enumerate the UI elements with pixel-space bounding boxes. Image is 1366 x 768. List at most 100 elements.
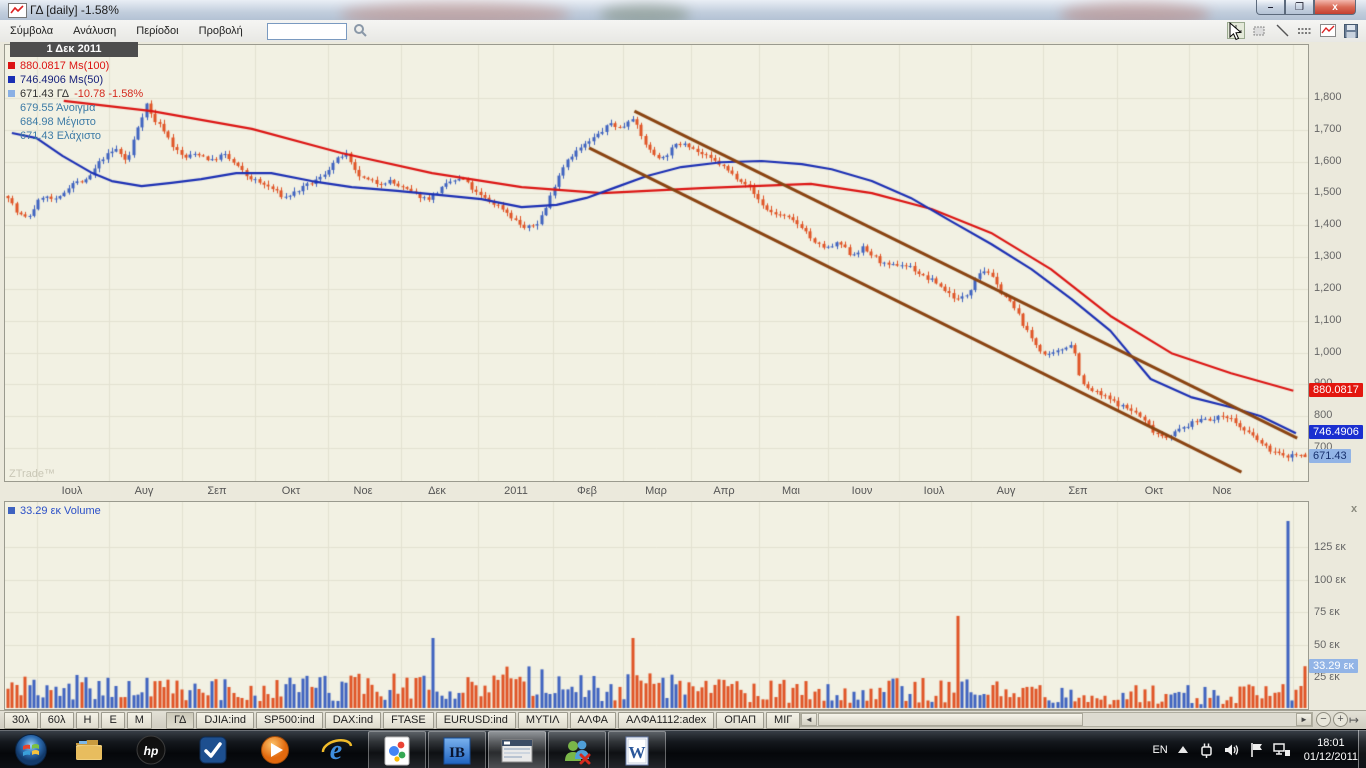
menu-items: Σύμβολα Ανάλυση Περίοδοι Προβολή bbox=[0, 22, 253, 40]
tab-symbol-ΜΥΤΙΛ[interactable]: ΜΥΤΙΛ bbox=[517, 711, 568, 729]
volume-tick: 25 εκ bbox=[1314, 671, 1340, 683]
word-button[interactable]: W bbox=[608, 731, 666, 768]
scroll-right-icon[interactable]: ► bbox=[1296, 713, 1312, 726]
price-tick: 1,400 bbox=[1314, 218, 1342, 231]
tab-symbol-ΜΙΓ[interactable]: ΜΙΓ bbox=[766, 711, 801, 729]
clock-time: 18:01 bbox=[1317, 736, 1345, 749]
x-axis-label: Μαι bbox=[782, 485, 800, 497]
ztrade-app-button[interactable] bbox=[488, 731, 546, 768]
chart-type-tool-icon[interactable] bbox=[1319, 22, 1337, 39]
tab-symbol-EURUSD:ind[interactable]: EURUSD:ind bbox=[435, 711, 516, 729]
glass-reflection bbox=[1060, 2, 1210, 20]
google-app-button[interactable] bbox=[368, 731, 426, 768]
tab-symbol-SP500:ind[interactable]: SP500:ind bbox=[255, 711, 323, 729]
system-tray: EN 18:01 01/12/2011 bbox=[1152, 730, 1358, 768]
restore-button[interactable]: ❐ bbox=[1285, 0, 1314, 15]
x-axis-label: Ιουλ bbox=[61, 485, 83, 497]
mouse-cursor bbox=[1229, 22, 1243, 41]
tab-symbol-ΑΛΦΑ[interactable]: ΑΛΦΑ bbox=[569, 711, 617, 729]
legend-ma100: 880.0817 Ms(100) bbox=[8, 59, 109, 72]
x-axis-label: Νοε bbox=[353, 485, 373, 497]
menu-2[interactable]: Ανάλυση bbox=[73, 25, 117, 37]
close-button[interactable]: x bbox=[1314, 0, 1356, 15]
crosshair-date-tooltip: 1 Δεκ 2011 bbox=[10, 42, 138, 57]
price-tick: 1,700 bbox=[1314, 122, 1342, 135]
price-tick: 1,500 bbox=[1314, 186, 1342, 199]
last-price-tag: 746.4906 bbox=[1309, 425, 1363, 440]
measure-tool-icon[interactable] bbox=[1296, 22, 1314, 39]
menu-bar: Σύμβολα Ανάλυση Περίοδοι Προβολή bbox=[0, 20, 1366, 43]
region-tool-icon[interactable] bbox=[1250, 22, 1268, 39]
messenger-button[interactable] bbox=[548, 731, 606, 768]
price-tick: 1,300 bbox=[1314, 250, 1342, 263]
action-center-flag-icon[interactable] bbox=[1250, 742, 1264, 757]
start-button[interactable] bbox=[8, 731, 54, 768]
internet-explorer-icon[interactable]: e bbox=[314, 731, 360, 768]
show-desktop-button[interactable] bbox=[1358, 730, 1366, 768]
tab-symbol-ΓΔ[interactable]: ΓΔ bbox=[165, 711, 195, 729]
tab-symbol-ΑΛΦΑ1112:adex[interactable]: ΑΛΦΑ1112:adex bbox=[618, 711, 715, 729]
tab-symbol-DJIA:ind[interactable]: DJIA:ind bbox=[196, 711, 254, 729]
svg-text:hp: hp bbox=[144, 744, 159, 758]
price-pane bbox=[4, 44, 1309, 482]
tab-symbol-DAX:ind[interactable]: DAX:ind bbox=[324, 711, 382, 729]
horizontal-scrollbar[interactable]: ◄ ► bbox=[800, 712, 1313, 727]
zoom-out-icon[interactable]: − bbox=[1316, 712, 1331, 727]
tab-period-30λ[interactable]: 30λ bbox=[4, 711, 38, 729]
tab-period-Ε[interactable]: Ε bbox=[101, 711, 125, 729]
tab-symbol-FTASE[interactable]: FTASE bbox=[383, 711, 434, 729]
menu-1[interactable]: Σύμβολα bbox=[10, 25, 54, 37]
interactive-brokers-button[interactable]: IB bbox=[428, 731, 486, 768]
scroll-thumb[interactable] bbox=[818, 713, 1083, 726]
media-player-icon[interactable] bbox=[252, 731, 298, 768]
svg-text:W: W bbox=[629, 743, 646, 762]
tab-symbol-ΟΠΑΠ[interactable]: ΟΠΑΠ bbox=[716, 711, 765, 729]
x-axis-label: Οκτ bbox=[281, 485, 301, 497]
clock-date: 01/12/2011 bbox=[1303, 750, 1358, 763]
x-axis-label: 2011 bbox=[504, 485, 528, 497]
window-title: ΓΔ [daily] -1.58% bbox=[30, 3, 119, 17]
menu-4[interactable]: Προβολή bbox=[198, 25, 243, 37]
clock[interactable]: 18:01 01/12/2011 bbox=[1304, 736, 1358, 764]
volume-pane bbox=[4, 501, 1309, 710]
app-chart-icon bbox=[8, 3, 27, 18]
x-axis-label: Μαρ bbox=[645, 485, 667, 497]
symbol-search-input[interactable] bbox=[266, 22, 347, 40]
hp-icon[interactable]: hp bbox=[128, 731, 174, 768]
glass-reflection bbox=[600, 4, 690, 20]
tab-period-60λ[interactable]: 60λ bbox=[39, 711, 74, 729]
show-hidden-icons-icon[interactable] bbox=[1177, 745, 1189, 754]
ma50-swatch-icon bbox=[8, 76, 15, 83]
save-icon[interactable] bbox=[1342, 22, 1360, 39]
volume-tick: 100 εκ bbox=[1314, 573, 1346, 586]
power-plug-icon[interactable] bbox=[1198, 742, 1215, 758]
title-bar: ΓΔ [daily] -1.58% – ❐ x bbox=[0, 0, 1366, 21]
volume-pane-close-icon[interactable]: x bbox=[1351, 503, 1358, 515]
scroll-left-icon[interactable]: ◄ bbox=[801, 713, 817, 726]
price-tick: 1,000 bbox=[1314, 345, 1342, 358]
price-chart-canvas[interactable] bbox=[5, 45, 1308, 481]
price-tick: 1,100 bbox=[1314, 313, 1342, 326]
legend-low: 671.43 Ελάχιστο bbox=[20, 129, 102, 142]
last-price-tag: 671.43 bbox=[1309, 449, 1351, 464]
check-app-icon[interactable] bbox=[190, 731, 236, 768]
minimize-button[interactable]: – bbox=[1256, 0, 1285, 15]
legend-open: 679.55 Άνοιγμα bbox=[20, 101, 96, 114]
trendline-tool-icon[interactable] bbox=[1273, 22, 1291, 39]
menu-3[interactable]: Περίοδοι bbox=[136, 25, 179, 37]
tab-period-Η[interactable]: Η bbox=[75, 711, 100, 729]
volume-chart-canvas[interactable] bbox=[5, 502, 1308, 709]
symbol-swatch-icon bbox=[8, 90, 15, 97]
zoom-in-icon[interactable]: + bbox=[1333, 712, 1348, 727]
network-icon[interactable] bbox=[1273, 742, 1291, 757]
price-tick: 1,600 bbox=[1314, 154, 1342, 167]
tab-period-Μ[interactable]: Μ bbox=[126, 711, 152, 729]
fit-width-icon[interactable]: ↦ bbox=[1349, 713, 1360, 727]
x-axis-label: Σεπ bbox=[207, 485, 227, 497]
language-indicator[interactable]: EN bbox=[1152, 743, 1168, 756]
last-price-tag: 880.0817 bbox=[1309, 382, 1363, 397]
windows-explorer-icon[interactable] bbox=[66, 731, 112, 768]
search-icon[interactable] bbox=[353, 23, 367, 40]
x-axis-label: Αυγ bbox=[134, 485, 154, 497]
speaker-icon[interactable] bbox=[1224, 743, 1241, 757]
